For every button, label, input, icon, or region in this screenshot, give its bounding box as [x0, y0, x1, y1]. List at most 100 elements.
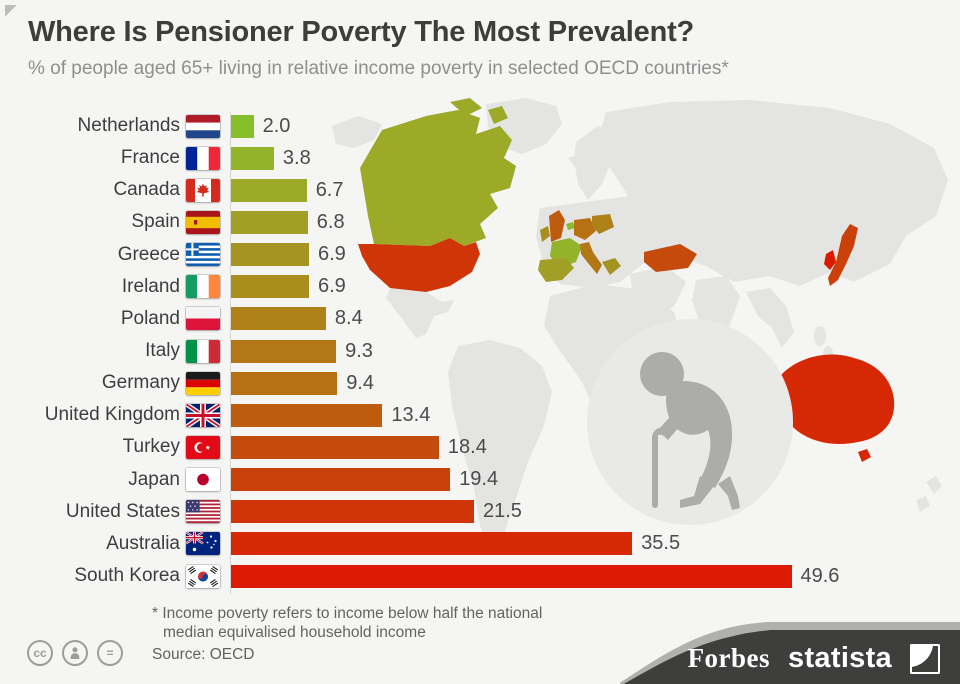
country-label: Netherlands: [77, 115, 180, 137]
source-label: Source: OECD: [152, 646, 255, 663]
chart-row-japan: Japan 19.4: [28, 464, 938, 496]
chart-rows: Netherlands 2.0 France 3.8 Canada 6.7 Spain 6.8…: [28, 110, 938, 592]
world-map: [332, 98, 948, 552]
bar-germany: [231, 371, 338, 395]
footer-swoosh: [620, 622, 960, 684]
footnote-line1: * Income poverty refers to income below …: [152, 605, 543, 622]
value-label: 35.5: [641, 532, 681, 555]
bar-ireland: [231, 275, 309, 299]
corner-fold-decoration: [5, 5, 17, 17]
country-label: Italy: [145, 340, 180, 362]
bar-chart: Netherlands 2.0 France 3.8 Canada 6.7 Spain 6.8…: [28, 110, 938, 592]
bar-france: [231, 146, 274, 170]
value-label: 9.4: [346, 371, 374, 394]
map-country-canada-islands: [426, 98, 508, 132]
bar-spain: [231, 210, 308, 234]
map-country-poland: [592, 214, 614, 234]
statista-wordmark: statista: [788, 642, 892, 674]
chart-axis-line: [230, 112, 231, 594]
bar-japan: [231, 468, 451, 492]
bar-south-korea: [231, 564, 792, 588]
page-title: Where Is Pensioner Poverty The Most Prev…: [28, 16, 695, 48]
bar-turkey: [231, 435, 439, 459]
bar-poland: [231, 307, 326, 331]
map-country-united-states: [358, 238, 480, 292]
map-country-canada: [360, 110, 516, 246]
map-country-spain: [538, 258, 574, 282]
country-label: Australia: [106, 532, 180, 554]
map-country-united-kingdom: [549, 210, 565, 242]
statista-logo-icon: [910, 643, 940, 674]
value-label: 13.4: [391, 403, 431, 426]
map-country-italy: [580, 242, 602, 274]
chart-row-canada: Canada 6.7: [28, 174, 938, 206]
chart-row-united-states: United States 21.5: [28, 496, 938, 528]
country-label: United Kingdom: [44, 404, 180, 426]
flag-icon-pl: [186, 307, 220, 331]
bar-united-states: [231, 500, 474, 524]
map-country-germany: [574, 218, 596, 240]
chart-row-turkey: Turkey 18.4: [28, 431, 938, 463]
flag-icon-es: [186, 210, 220, 234]
value-label: 6.9: [318, 275, 346, 298]
chart-row-netherlands: Netherlands 2.0: [28, 110, 938, 142]
flag-icon-gb: [186, 403, 220, 427]
country-label: Spain: [131, 211, 180, 233]
chart-row-greece: Greece 6.9: [28, 239, 938, 271]
value-label: 49.6: [800, 564, 840, 587]
flag-icon-nl: [186, 114, 220, 138]
chart-row-italy: Italy 9.3: [28, 335, 938, 367]
flag-icon-tr: [186, 435, 220, 459]
country-label: France: [120, 147, 180, 169]
country-label: Canada: [113, 179, 180, 201]
value-label: 18.4: [447, 435, 487, 458]
country-label: Germany: [101, 372, 180, 394]
country-label: Ireland: [121, 275, 180, 297]
flag-icon-ie: [186, 275, 220, 299]
chart-row-poland: Poland 8.4: [28, 303, 938, 335]
value-label: 6.7: [315, 178, 344, 201]
branding-footer: Forbes statista: [620, 612, 960, 684]
map-country-turkey: [644, 244, 697, 272]
value-label: 9.3: [345, 339, 373, 362]
map-country-australia: [777, 354, 895, 444]
forbes-logo: Forbes: [687, 643, 771, 673]
map-country-tasmania: [858, 449, 871, 462]
map-country-greece: [602, 258, 621, 275]
value-label: 6.8: [316, 210, 345, 233]
license-icons: cc =: [27, 640, 123, 666]
country-label: Turkey: [122, 436, 180, 458]
value-label: 19.4: [459, 468, 499, 491]
value-label: 2.0: [262, 114, 291, 137]
flag-icon-kr: [186, 564, 220, 588]
bar-canada: [231, 178, 307, 202]
chart-row-spain: Spain 6.8: [28, 206, 938, 238]
flag-icon-ca: [186, 178, 220, 202]
subtitle: % of people aged 65+ living in relative …: [28, 58, 729, 79]
value-label: 21.5: [483, 500, 522, 523]
country-label: Poland: [120, 307, 180, 329]
country-label: South Korea: [74, 565, 180, 587]
flag-icon-gr: [186, 243, 220, 267]
bar-greece: [231, 243, 309, 267]
elderly-person-icon: [640, 352, 740, 510]
cc-license-icon: cc: [27, 640, 53, 666]
cc-nd-icon: =: [97, 640, 123, 666]
flag-icon-us: [186, 500, 220, 524]
map-highlighted-countries: [358, 98, 895, 462]
bar-united-kingdom: [231, 403, 383, 427]
flag-icon-au: [186, 532, 220, 556]
flag-icon-de: [186, 371, 220, 395]
map-country-south-korea: [824, 250, 836, 270]
map-country-japan: [828, 224, 858, 286]
person-icon: [70, 647, 80, 659]
value-label: 6.9: [318, 243, 346, 266]
flag-icon-fr: [186, 146, 220, 170]
footnote-line2: median equivalised household income: [163, 624, 426, 641]
chart-row-germany: Germany 9.4: [28, 367, 938, 399]
footnote: * Income poverty refers to income below …: [152, 604, 542, 642]
country-label: United States: [65, 500, 180, 522]
value-label: 8.4: [334, 307, 363, 330]
chart-row-australia: Australia 35.5: [28, 528, 938, 560]
